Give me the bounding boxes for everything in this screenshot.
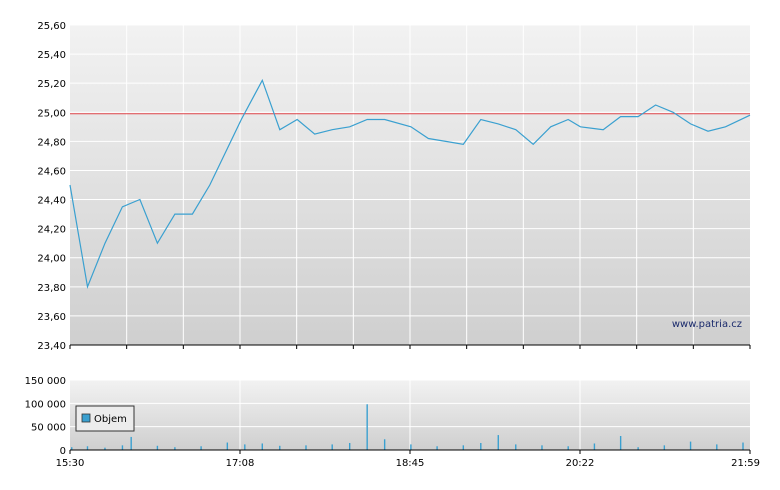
price-y-tick-label: 24,00 [37,254,66,265]
price-y-tick-label: 24,40 [37,196,66,207]
volume-y-tick-label: 100 000 [25,399,66,410]
legend-label: Objem [94,414,127,425]
volume-x-tick-label: 20:22 [566,458,595,469]
price-y-tick-label: 25,40 [37,50,66,61]
price-grid [70,24,750,346]
price-series-line [69,78,751,289]
price-y-tick-label: 24,80 [37,137,66,148]
price-y-tick-label: 25,00 [37,108,66,119]
price-y-tick-label: 24,60 [37,166,66,177]
volume-x-axis: 15:30 17:08 18:45 20:22 21:59 [56,449,760,469]
price-y-tick-label: 24,20 [37,225,66,236]
price-panel: 25,60 25,40 25,20 25,00 24,80 24,60 24,40 24,20… [37,21,751,352]
volume-y-tick-label: 0 [60,446,66,457]
volume-bars [71,404,744,450]
volume-panel: 150 000 100 000 50 000 0 15:30 17:08 18:45 20:… [25,376,760,469]
legend-swatch [81,413,91,423]
price-y-tick-label: 23,60 [37,312,66,323]
price-y-axis: 25,60 25,40 25,20 25,00 24,80 24,60 24,40 24,20… [37,21,66,352]
volume-x-tick-label: 18:45 [396,458,425,469]
volume-y-tick-label: 50 000 [31,423,66,434]
volume-legend: Objem [75,405,135,432]
volume-x-tick-label: 17:08 [226,458,255,469]
price-y-tick-label: 23,80 [37,283,66,294]
volume-y-tick-label: 150 000 [25,376,66,387]
price-y-tick-label: 25,60 [37,21,66,32]
price-y-tick-label: 23,40 [37,341,66,352]
volume-y-axis: 150 000 100 000 50 000 0 [25,376,66,457]
volume-x-tick-label: 21:59 [731,458,760,469]
watermark: www.patria.cz [672,319,742,330]
volume-x-tick-label: 15:30 [56,458,85,469]
price-y-tick-label: 25,20 [37,79,66,90]
price-x-axis-ticks [69,344,751,349]
